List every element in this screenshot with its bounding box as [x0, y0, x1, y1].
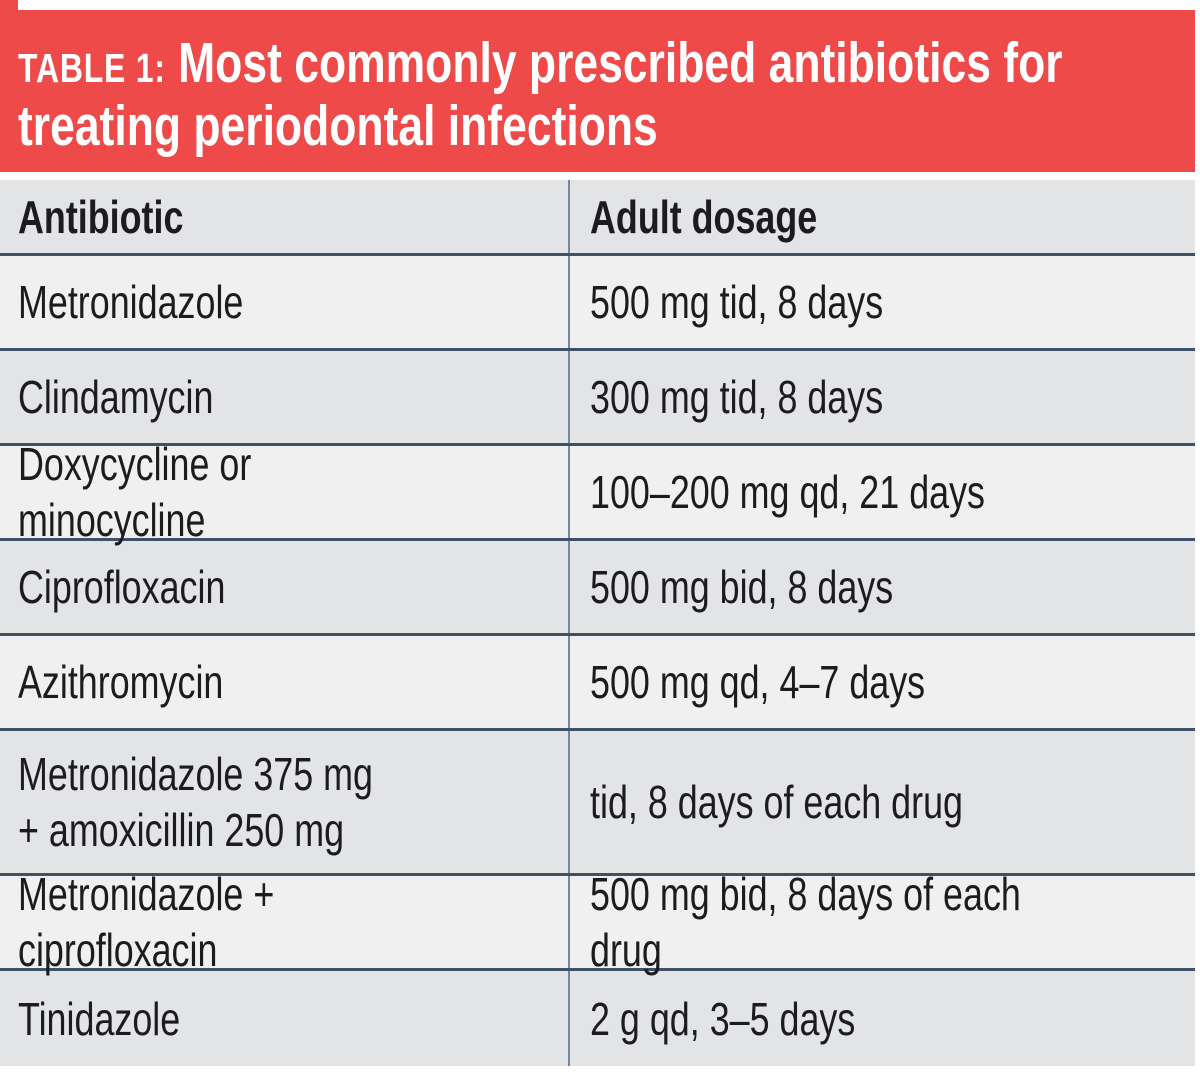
antibiotic-name: Metronidazole: [18, 276, 244, 328]
table-row: Doxycycline or minocycline 100–200 mg qd…: [0, 438, 1195, 546]
dosage-value: 300 mg tid, 8 days: [590, 371, 884, 423]
antibiotic-name: Metronidazole 375 mg + amoxicillin 250 m…: [18, 748, 374, 856]
antibiotic-name: Azithromycin: [18, 656, 224, 708]
dosage-cell: 100–200 mg qd, 21 days: [570, 446, 1195, 538]
antibiotic-cell: Tinidazole: [0, 971, 570, 1066]
dosage-cell: tid, 8 days of each drug: [570, 731, 1195, 873]
table-row: Metronidazole 500 mg tid, 8 days: [0, 253, 1195, 348]
table-title: TABLE 1: Most commonly prescribed antibi…: [18, 34, 1195, 155]
dosage-cell: 2 g qd, 3–5 days: [570, 971, 1195, 1066]
table-row: Metronidazole 375 mg + amoxicillin 250 m…: [0, 728, 1195, 873]
antibiotic-name: Clindamycin: [18, 371, 214, 423]
table-row: Azithromycin 500 mg qd, 4–7 days: [0, 633, 1195, 728]
dosage-value: 500 mg qd, 4–7 days: [590, 656, 926, 708]
dosage-value: 500 mg bid, 8 days of each drug: [590, 868, 1021, 976]
antibiotic-name: Ciprofloxacin: [18, 561, 226, 613]
table-title-banner: TABLE 1: Most commonly prescribed antibi…: [0, 10, 1195, 172]
antibiotic-name: Tinidazole: [18, 992, 181, 1045]
column-header-dosage: Adult dosage: [590, 190, 818, 243]
antibiotic-cell: Doxycycline or minocycline: [0, 438, 570, 546]
table-row: Metronidazole + ciprofloxacin 500 mg bid…: [0, 868, 1195, 976]
table-row: Tinidazole 2 g qd, 3–5 days: [0, 968, 1195, 1066]
table-header-row: Antibiotic Adult dosage: [0, 180, 1195, 253]
antibiotic-name: Metronidazole + ciprofloxacin: [18, 868, 275, 976]
antibiotic-cell: Ciprofloxacin: [0, 541, 570, 633]
table-row: Ciprofloxacin 500 mg bid, 8 days: [0, 538, 1195, 633]
dosage-value: 2 g qd, 3–5 days: [590, 992, 856, 1045]
dosage-cell: 500 mg bid, 8 days: [570, 541, 1195, 633]
column-header-antibiotic: Antibiotic: [18, 190, 184, 243]
antibiotic-cell: Clindamycin: [0, 351, 570, 443]
antibiotic-name: Doxycycline or minocycline: [18, 438, 252, 546]
header-cell-dosage: Adult dosage: [570, 180, 1195, 253]
dosage-cell: 500 mg tid, 8 days: [570, 256, 1195, 348]
dosage-cell: 300 mg tid, 8 days: [570, 351, 1195, 443]
dosage-value: 500 mg bid, 8 days: [590, 561, 894, 613]
dosage-cell: 500 mg bid, 8 days of each drug: [570, 868, 1195, 976]
antibiotic-cell: Metronidazole + ciprofloxacin: [0, 868, 570, 976]
header-cell-antibiotic: Antibiotic: [0, 180, 570, 253]
antibiotic-cell: Azithromycin: [0, 636, 570, 728]
antibiotic-cell: Metronidazole: [0, 256, 570, 348]
dosage-value: 500 mg tid, 8 days: [590, 276, 884, 328]
antibiotics-table: Antibiotic Adult dosage Metronidazole 50…: [0, 180, 1195, 1066]
dosage-value: 100–200 mg qd, 21 days: [590, 466, 985, 518]
dosage-value: tid, 8 days of each drug: [590, 776, 963, 828]
dosage-cell: 500 mg qd, 4–7 days: [570, 636, 1195, 728]
table-row: Clindamycin 300 mg tid, 8 days: [0, 348, 1195, 443]
table-title-text: Most commonly prescribed antibiotics for…: [18, 31, 1063, 158]
table-number-label: TABLE 1:: [18, 45, 166, 91]
antibiotic-cell: Metronidazole 375 mg + amoxicillin 250 m…: [0, 731, 570, 873]
table-body: Metronidazole 500 mg tid, 8 days Clindam…: [0, 253, 1195, 1066]
